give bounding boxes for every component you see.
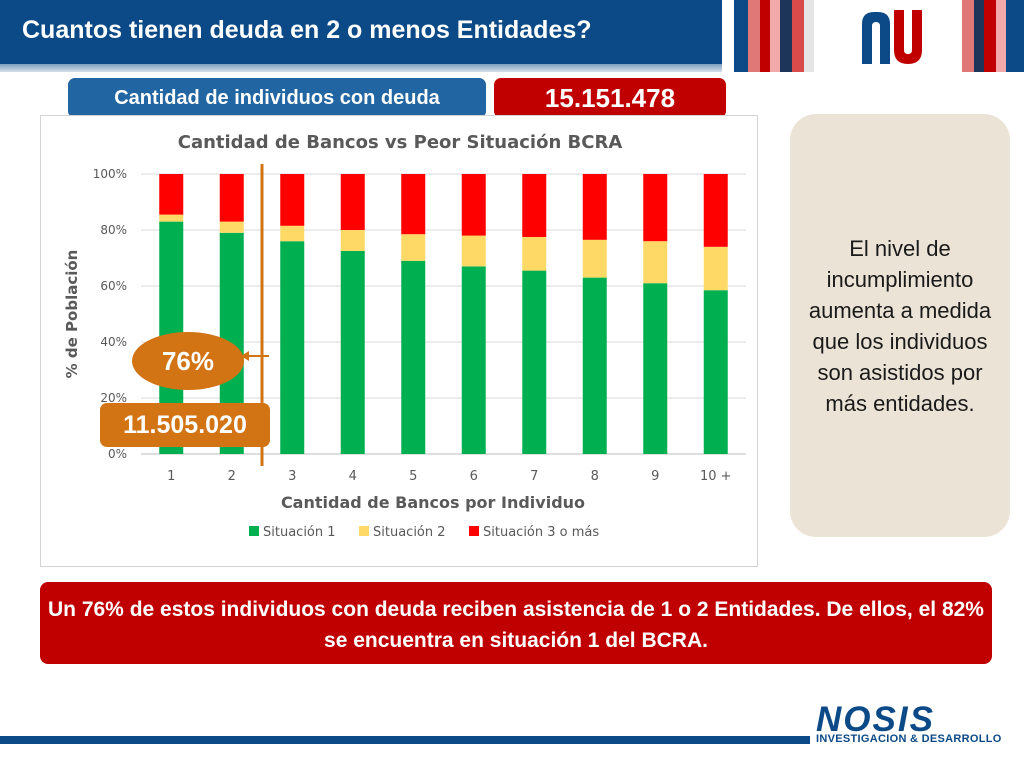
conclusion-banner: Un 76% de estos individuos con deuda rec…: [40, 582, 992, 664]
legend-swatch: [359, 526, 369, 536]
bar-segment: [340, 251, 365, 454]
y-tick-label: 0%: [108, 447, 127, 461]
bar-segment: [159, 214, 184, 222]
x-tick-label: 4: [349, 469, 357, 484]
x-tick-label: 7: [530, 469, 538, 484]
y-tick-label: 60%: [100, 279, 127, 293]
bar-segment: [280, 174, 305, 226]
header-shadow: [0, 64, 810, 72]
x-tick-label: 9: [651, 469, 659, 484]
count-pill: 11.505.020: [100, 403, 270, 447]
bar-segment: [643, 283, 668, 454]
legend-swatch: [249, 526, 259, 536]
chart-legend: Situación 1 Situación 2 Situación 3 o más: [249, 525, 599, 540]
y-axis-ticks: 0% 20% 40% 60% 80% 100%: [93, 167, 127, 461]
x-tick-label: 8: [591, 469, 599, 484]
footer-bar: [0, 736, 810, 744]
bar-segment: [643, 174, 668, 242]
bar-segment: [703, 246, 728, 291]
bar-segment: [461, 235, 486, 267]
legend-swatch: [469, 526, 479, 536]
x-axis-ticks: 1 2 3 4 5 6 7 8 9 10 +: [167, 469, 731, 484]
y-tick-label: 80%: [100, 223, 127, 237]
y-tick-label: 40%: [100, 335, 127, 349]
bar-segment: [280, 241, 305, 454]
x-tick-label: 2: [228, 469, 236, 484]
bar-segment: [340, 230, 365, 251]
side-note: El nivel de incumplimiento aumenta a med…: [790, 114, 1010, 537]
header-bar: [0, 0, 810, 64]
chart-title: Cantidad de Bancos vs Peor Situación BCR…: [178, 132, 623, 153]
bar-segment: [401, 174, 426, 235]
bar-segment: [219, 174, 244, 222]
x-tick-label: 5: [409, 469, 417, 484]
chart-frame: Cantidad de Bancos vs Peor Situación BCR…: [40, 115, 758, 567]
bar-segment: [703, 290, 728, 454]
footer-tagline: INVESTIGACION & DESARROLLO: [816, 733, 1002, 745]
y-tick-label: 100%: [93, 167, 127, 181]
legend-label: Situación 1: [263, 525, 336, 540]
bar-segment: [582, 239, 607, 278]
side-note-text: El nivel de incumplimiento aumenta a med…: [808, 235, 992, 416]
bar-segment: [219, 221, 244, 233]
subtitle-pill: Cantidad de individuos con deuda: [68, 78, 486, 118]
bar-segment: [280, 225, 305, 242]
bar-segment: [159, 174, 184, 215]
legend-label: Situación 3 o más: [483, 525, 599, 540]
pointer-arrow-icon: [241, 351, 269, 361]
x-axis-label: Cantidad de Bancos por Individuo: [281, 493, 585, 512]
bar-segment: [703, 174, 728, 247]
bar-segment: [643, 241, 668, 284]
x-tick-label: 1: [167, 469, 175, 484]
page-title: Cuantos tienen deuda en 2 o menos Entida…: [22, 16, 592, 44]
x-tick-label: 10 +: [700, 469, 732, 484]
bar-segment: [522, 174, 547, 237]
x-tick-label: 3: [288, 469, 296, 484]
percentage-bubble: 76%: [132, 332, 244, 390]
brand-logo-icon: [862, 10, 922, 64]
bar-segment: [582, 277, 607, 454]
bar-segment: [522, 237, 547, 271]
legend-label: Situación 2: [373, 525, 446, 540]
bar-segment: [461, 174, 486, 236]
bar-segment: [401, 234, 426, 261]
bar-segment: [401, 260, 426, 454]
y-axis-label: % de Población: [63, 250, 81, 379]
chart-bars: [159, 174, 728, 454]
total-count-pill: 15.151.478: [494, 78, 726, 118]
decorative-stripes: [722, 0, 830, 72]
x-tick-label: 6: [470, 469, 478, 484]
bar-segment: [522, 270, 547, 454]
bar-segment: [582, 174, 607, 240]
bar-segment: [340, 174, 365, 230]
y-tick-label: 20%: [100, 391, 127, 405]
stacked-bar-chart: Cantidad de Bancos vs Peor Situación BCR…: [63, 132, 746, 540]
footer-logo: NOSIS: [816, 700, 935, 739]
bar-segment: [461, 266, 486, 454]
decorative-stripes-right: [952, 0, 1024, 72]
